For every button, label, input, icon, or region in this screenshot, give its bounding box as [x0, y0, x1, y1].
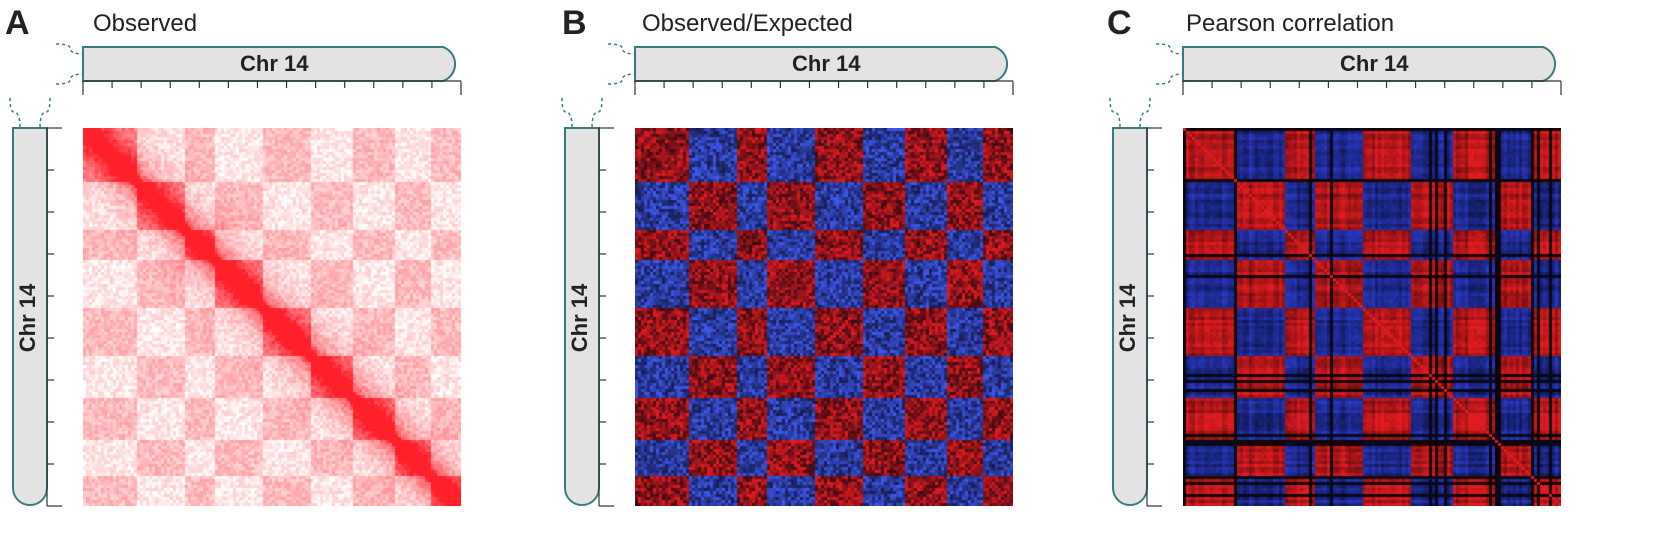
left-chromosome-ideogram: [561, 97, 614, 507]
panel-title: Observed: [93, 10, 198, 37]
top-chromosome-ideogram: [607, 43, 1014, 95]
left-chromosome-ideogram: [9, 97, 62, 507]
top-chromosome-ideogram: [1155, 43, 1562, 95]
panel-letter: A: [5, 4, 30, 42]
left-chromosome-label: Chr 14: [1115, 283, 1141, 353]
panel-a: A Observed Chr 14 Chr 14: [0, 0, 552, 544]
chromosome-ideograms: [561, 43, 1014, 507]
left-chromosome-label: Chr 14: [567, 283, 593, 353]
contact-heatmap: [635, 128, 1013, 506]
panel-letter: C: [1107, 4, 1132, 42]
chromosome-ideograms: [9, 43, 462, 507]
left-chromosome-label: Chr 14: [15, 283, 41, 353]
top-chromosome-label: Chr 14: [240, 51, 309, 76]
panel-title: Observed/Expected: [642, 10, 853, 37]
chromosome-ideograms: [1109, 43, 1562, 507]
panel-title: Pearson correlation: [1186, 10, 1395, 37]
top-chromosome-label: Chr 14: [792, 51, 861, 76]
contact-heatmap: [1183, 128, 1561, 506]
top-chromosome-ideogram: [55, 43, 462, 95]
top-chromosome-label: Chr 14: [1340, 51, 1409, 76]
panel-letter: B: [562, 4, 587, 42]
contact-heatmap: [83, 128, 461, 506]
panel-b: B Observed/Expected Chr 14 Chr 14: [552, 0, 1104, 544]
panel-c: C Pearson correlation Chr 14 Chr 14: [1100, 0, 1652, 544]
left-chromosome-ideogram: [1109, 97, 1162, 507]
